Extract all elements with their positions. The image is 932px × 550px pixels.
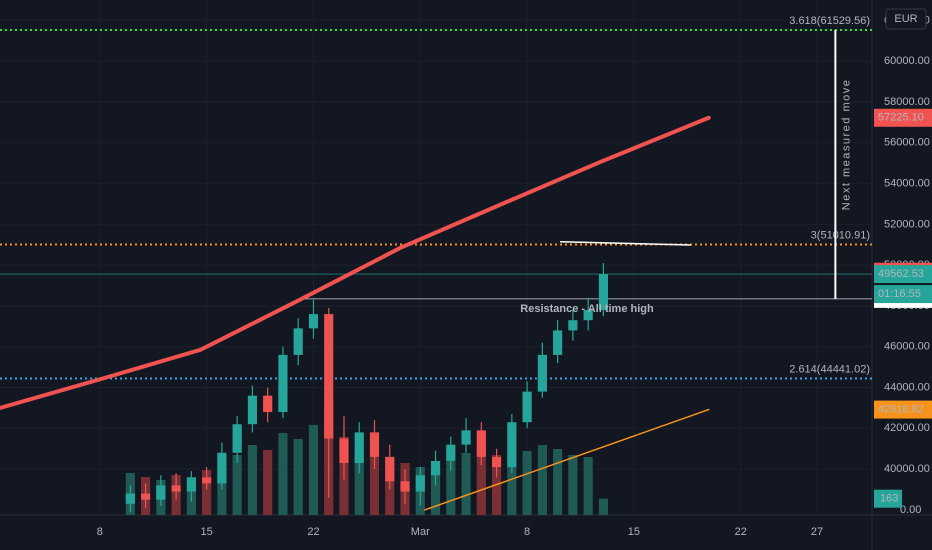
x-tick-label: 22	[307, 526, 319, 538]
volume-bar	[568, 455, 578, 515]
x-tick-label: 8	[97, 526, 103, 538]
resistance-label: Resistance - All time high	[520, 303, 654, 315]
volume-bar	[507, 459, 517, 515]
volume-bar	[446, 461, 456, 515]
level-label: 2.614(44441.02)	[789, 363, 870, 375]
candle-body	[278, 354, 288, 412]
volume-bar	[293, 439, 303, 515]
candle-body	[507, 422, 517, 468]
y-tick-label: 40000.00	[884, 463, 930, 475]
volume-bar	[369, 455, 380, 515]
volume-axis-label: 0.00	[900, 504, 921, 516]
x-tick-label: 27	[811, 526, 823, 538]
candle-body	[385, 456, 395, 482]
volume-bar	[202, 470, 212, 515]
candle-body	[308, 314, 319, 329]
candle-body	[492, 456, 502, 468]
axis: 40000.0042000.0044000.0046000.0048000.00…	[97, 8, 932, 538]
volume-bar	[430, 465, 441, 515]
volume-bar	[522, 451, 532, 515]
candle-body	[430, 460, 441, 476]
y-tick-label: 52000.00	[884, 218, 930, 230]
price-badge-label: 49562.53	[878, 268, 924, 280]
x-tick-label: Mar	[411, 526, 430, 538]
volume-badge	[874, 489, 902, 508]
candle-body	[369, 432, 380, 457]
measured-move-label: Next measured move	[840, 79, 852, 211]
price-badge	[874, 108, 932, 127]
volume-badge-label: 163	[880, 493, 898, 505]
drawn-segment	[559, 240, 692, 246]
volume-bar	[598, 498, 608, 515]
y-tick-label: 44000.00	[884, 381, 930, 393]
volume-bar	[476, 447, 486, 515]
y-tick-label: 46000.00	[884, 341, 930, 353]
volume-bar	[583, 457, 593, 515]
candle-body	[583, 310, 593, 321]
x-tick-label: 15	[628, 526, 640, 538]
candle-body	[476, 430, 486, 457]
volume-bar	[232, 455, 242, 515]
candle-body	[446, 444, 456, 461]
candle-body	[125, 493, 135, 504]
candle-body	[293, 328, 303, 355]
grid	[0, 0, 872, 515]
volume-bar	[247, 445, 257, 515]
price-badge	[874, 285, 932, 304]
price-badge	[874, 265, 932, 284]
candle-body	[232, 424, 242, 453]
y-tick-label: 54000.00	[884, 177, 930, 189]
candle-body	[171, 485, 181, 492]
candle-body	[537, 354, 547, 392]
price-badge-label: 42918.82	[878, 403, 924, 415]
candle-body	[461, 430, 471, 445]
price-badge-label: 57225.10	[878, 112, 924, 124]
trend-line	[424, 408, 710, 511]
candle-body	[247, 395, 257, 425]
currency-box	[885, 8, 927, 30]
y-tick-label: 42000.00	[884, 422, 930, 434]
x-tick-label: 22	[735, 526, 747, 538]
y-tick-label: 58000.00	[884, 96, 930, 108]
candle-body	[186, 477, 196, 492]
price-badge-label: 01:16:55	[878, 288, 921, 300]
level-label: 3.618(61529.56)	[789, 15, 870, 27]
volume-bar	[263, 450, 273, 515]
candle-body	[263, 395, 273, 412]
volume-bar	[278, 433, 288, 515]
x-tick-label: 8	[524, 526, 530, 538]
candle-body	[324, 314, 334, 439]
candle-body	[400, 481, 410, 492]
candle-body	[217, 452, 227, 484]
price-badge	[874, 400, 932, 419]
y-tick-label: 60000.00	[884, 55, 930, 67]
volume-bar	[461, 453, 471, 515]
candle-body	[339, 438, 349, 463]
x-tick-label: 15	[201, 526, 213, 538]
candle-body	[415, 475, 425, 492]
volume-bar	[553, 449, 563, 515]
y-tick-label: 56000.00	[884, 137, 930, 149]
volume-bar	[537, 445, 547, 515]
candle-body	[568, 320, 578, 331]
moving-average	[0, 115, 711, 410]
candle-body	[553, 330, 563, 355]
plot: 3.618(61529.56) 3(51010.91) 2.614(44441.02…	[0, 15, 872, 512]
volume-bar	[354, 450, 364, 515]
volume-bar	[308, 425, 319, 515]
currency-label: EUR	[894, 13, 917, 25]
candle-body	[354, 432, 364, 463]
candle-body	[141, 493, 151, 500]
candle-body	[598, 274, 608, 311]
candle-body	[156, 485, 166, 500]
candle-body	[202, 477, 212, 484]
candle-body	[522, 391, 532, 423]
level-label: 3(51010.91)	[811, 229, 870, 241]
